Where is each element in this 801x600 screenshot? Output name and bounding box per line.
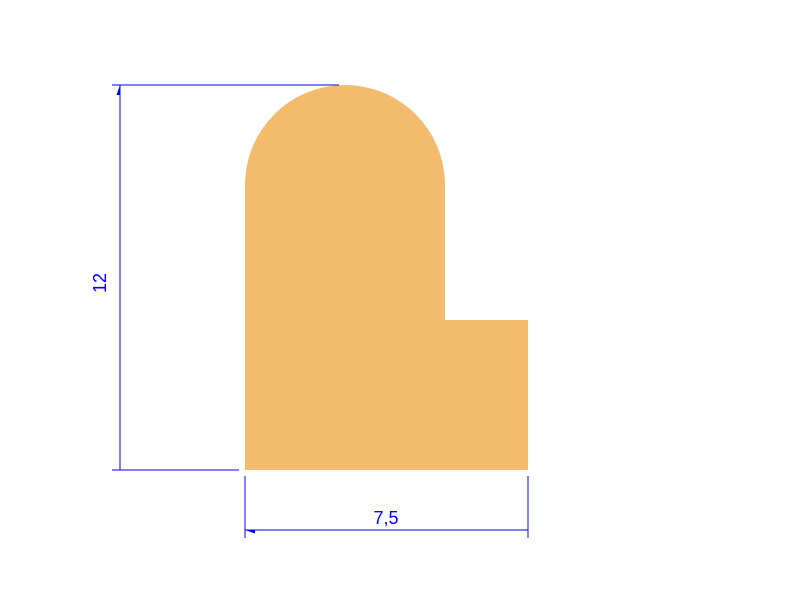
dim-label-height: 12 (90, 273, 110, 293)
dim-label-width: 7,5 (373, 508, 398, 528)
profile-shape (245, 85, 528, 470)
